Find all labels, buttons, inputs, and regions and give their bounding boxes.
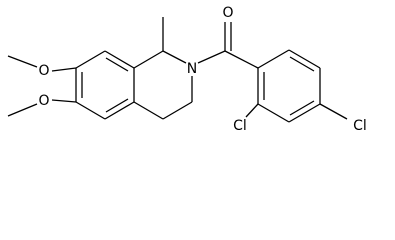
bond	[245, 103, 259, 118]
bond	[197, 50, 226, 64]
bonds	[7, 17, 348, 123]
atom-labels: O O N O Cl Cl	[38, 5, 366, 134]
bond	[257, 49, 290, 69]
double-bond	[289, 56, 315, 72]
atom-label: Cl	[233, 118, 247, 134]
bond	[257, 103, 290, 123]
bond	[51, 99, 77, 103]
bond	[75, 101, 106, 120]
bond	[224, 50, 259, 69]
bond	[7, 103, 38, 117]
double-bond	[289, 100, 315, 116]
bond	[7, 55, 38, 68]
atom-label: O	[38, 63, 49, 79]
atom-label: Cl	[353, 118, 367, 134]
bond	[51, 67, 77, 72]
bond	[133, 50, 164, 69]
bond	[104, 50, 135, 69]
bond	[75, 50, 106, 69]
atom-label: O	[38, 93, 49, 109]
bond	[319, 103, 348, 120]
bond	[288, 49, 321, 69]
bond	[104, 101, 135, 120]
atom-label: N	[187, 61, 197, 77]
molecule-diagram: O O N O Cl Cl	[7, 5, 367, 134]
double-bond	[105, 98, 129, 113]
bond	[288, 103, 321, 123]
atom-label: O	[222, 5, 233, 21]
bond	[162, 101, 193, 120]
bond	[162, 50, 187, 64]
double-bond	[105, 57, 129, 72]
bond	[133, 101, 164, 120]
